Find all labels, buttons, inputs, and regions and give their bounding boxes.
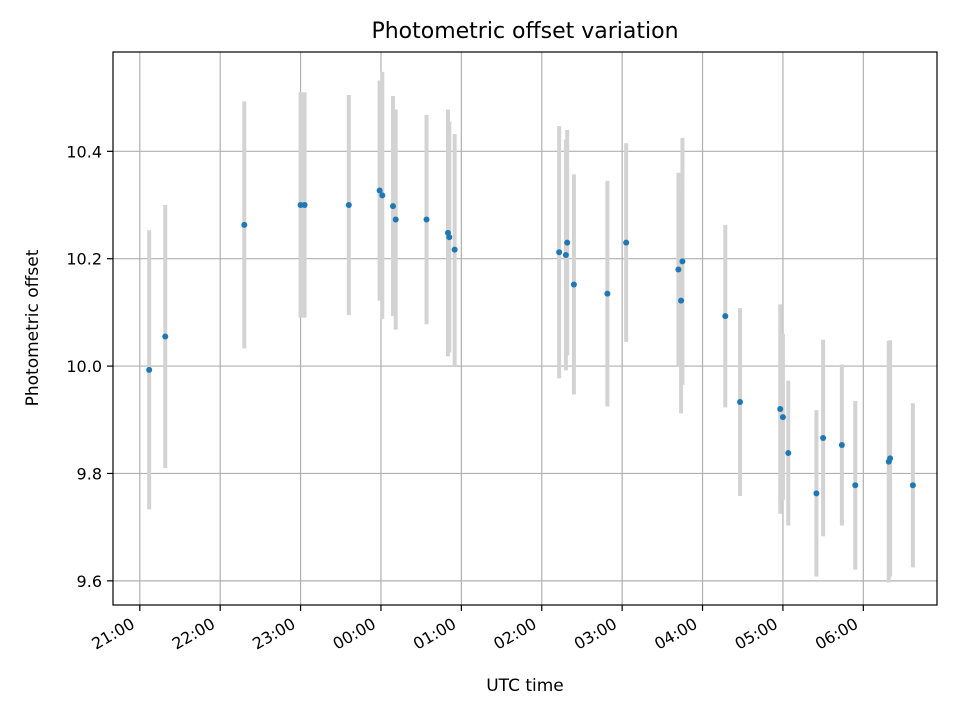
data-point bbox=[779, 414, 786, 421]
data-point bbox=[623, 239, 630, 246]
data-point bbox=[390, 203, 397, 210]
data-point bbox=[852, 482, 859, 489]
data-point bbox=[301, 202, 308, 209]
data-point bbox=[679, 258, 686, 265]
data-point bbox=[675, 266, 682, 273]
x-axis-label: UTC time bbox=[486, 676, 564, 696]
chart-title: Photometric offset variation bbox=[371, 19, 678, 44]
data-point bbox=[909, 482, 916, 489]
data-point bbox=[562, 251, 569, 258]
data-point bbox=[887, 455, 894, 462]
data-point bbox=[678, 297, 685, 304]
data-point bbox=[423, 216, 430, 223]
data-point bbox=[722, 313, 729, 320]
y-tick-label: 10.4 bbox=[66, 142, 102, 161]
data-point bbox=[813, 490, 820, 497]
data-point bbox=[737, 399, 744, 406]
plot-frame bbox=[112, 51, 938, 606]
data-point bbox=[838, 442, 845, 449]
data-point bbox=[392, 216, 399, 223]
data-point bbox=[446, 234, 453, 241]
y-tick-label: 9.6 bbox=[77, 572, 102, 591]
data-point bbox=[162, 333, 169, 340]
data-point bbox=[604, 290, 611, 297]
data-point bbox=[345, 202, 352, 209]
y-axis-label: Photometric offset bbox=[23, 249, 43, 406]
data-point bbox=[820, 435, 827, 442]
data-point bbox=[241, 221, 248, 228]
data-point bbox=[379, 192, 386, 199]
data-point bbox=[564, 239, 571, 246]
grid bbox=[113, 52, 937, 605]
y-tick-label: 10.2 bbox=[66, 250, 102, 269]
data-points bbox=[146, 187, 916, 497]
data-point bbox=[376, 187, 383, 194]
data-point bbox=[556, 249, 563, 256]
data-point bbox=[785, 450, 792, 457]
data-point bbox=[777, 406, 784, 413]
data-point bbox=[451, 246, 458, 253]
data-point bbox=[570, 281, 577, 288]
y-tick-label: 9.8 bbox=[77, 464, 102, 483]
data-point bbox=[146, 366, 153, 373]
y-tick-label: 10.0 bbox=[66, 357, 102, 376]
y-ticks: 9.6 9.8 10.0 10.2 10.4 bbox=[66, 142, 113, 591]
